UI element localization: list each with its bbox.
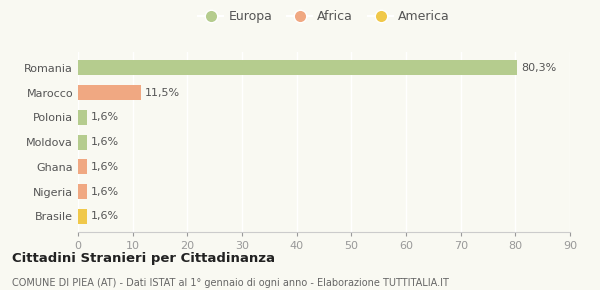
Text: 1,6%: 1,6%: [91, 162, 119, 172]
Text: Cittadini Stranieri per Cittadinanza: Cittadini Stranieri per Cittadinanza: [12, 252, 275, 265]
Legend: Europa, Africa, America: Europa, Africa, America: [193, 5, 455, 28]
Text: 1,6%: 1,6%: [91, 187, 119, 197]
Text: 1,6%: 1,6%: [91, 112, 119, 122]
Bar: [78, 160, 87, 174]
Text: COMUNE DI PIEA (AT) - Dati ISTAT al 1° gennaio di ogni anno - Elaborazione TUTTI: COMUNE DI PIEA (AT) - Dati ISTAT al 1° g…: [12, 278, 449, 288]
Text: 11,5%: 11,5%: [145, 88, 181, 97]
Bar: [78, 135, 87, 150]
Bar: [78, 110, 87, 125]
Text: 80,3%: 80,3%: [521, 63, 557, 73]
Bar: [78, 209, 87, 224]
Text: 1,6%: 1,6%: [91, 137, 119, 147]
Text: 1,6%: 1,6%: [91, 211, 119, 221]
Bar: [78, 85, 141, 100]
Bar: [78, 60, 517, 75]
Bar: [78, 184, 87, 199]
